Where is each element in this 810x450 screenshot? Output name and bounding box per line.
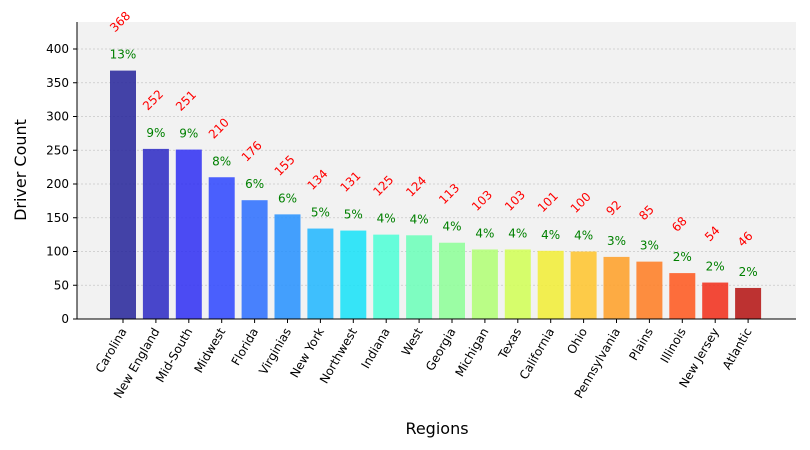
percent-label: 8% [212, 154, 231, 168]
bar [340, 230, 367, 319]
y-tick-label: 400 [46, 42, 69, 56]
x-tick-label: Florida [229, 326, 262, 368]
bar [504, 249, 531, 319]
percent-label: 5% [344, 208, 363, 222]
x-tick-label: Plains [626, 326, 656, 363]
y-tick-label: 200 [46, 177, 69, 191]
percent-label: 6% [278, 191, 297, 205]
x-tick-label: Georgia [423, 326, 459, 374]
bar [406, 235, 433, 319]
x-tick-label: West [399, 325, 426, 358]
y-tick-label: 250 [46, 143, 69, 157]
x-axis-title: Regions [405, 419, 468, 438]
percent-label: 4% [377, 212, 396, 226]
bars [110, 70, 762, 319]
percent-label: 4% [442, 220, 461, 234]
bar [439, 242, 465, 319]
bar [471, 249, 498, 319]
percent-label: 2% [673, 250, 692, 264]
percent-label: 4% [574, 229, 593, 243]
percent-label: 2% [739, 265, 758, 279]
percent-label: 9% [146, 126, 165, 140]
bar [175, 149, 202, 319]
x-tick-label: Indiana [358, 326, 392, 371]
percent-label: 4% [410, 212, 429, 226]
bar [208, 177, 235, 319]
percent-label: 3% [607, 234, 626, 248]
bar [307, 228, 334, 319]
percent-label: 3% [640, 239, 659, 253]
y-tick-label: 350 [46, 76, 69, 90]
percent-label: 5% [311, 206, 330, 220]
bar [373, 234, 400, 319]
percent-label: 6% [245, 177, 264, 191]
y-axis-title: Driver Count [11, 119, 30, 221]
x-tick-label: Texas [495, 326, 524, 363]
x-tick-label: Ohio [564, 326, 590, 357]
bar [636, 261, 663, 319]
y-tick-label: 0 [61, 312, 69, 326]
percent-label: 13% [110, 48, 137, 62]
x-tick-label: Illinois [658, 326, 689, 366]
bar [570, 251, 597, 319]
bar [603, 256, 630, 319]
y-tick-label: 150 [46, 211, 69, 225]
y-tick-label: 300 [46, 110, 69, 124]
percent-label: 4% [475, 226, 494, 240]
y-tick-label: 50 [54, 278, 69, 292]
percent-label: 2% [706, 260, 725, 274]
bar [735, 287, 762, 319]
x-tick-label: Midwest [191, 325, 228, 375]
bar [274, 214, 301, 319]
percent-label: 4% [541, 228, 560, 242]
percent-label: 9% [179, 127, 198, 141]
bar [537, 250, 564, 319]
bar [241, 200, 268, 319]
percent-label: 4% [508, 226, 527, 240]
x-tick-label: Michigan [452, 326, 491, 380]
x-tick-label: Carolina [93, 326, 130, 376]
bar [702, 282, 729, 319]
bar [142, 148, 169, 319]
x-tick-label: Atlantic [720, 326, 755, 373]
y-axis: 0 50 100 150 200 250 300 350 400 [46, 42, 77, 326]
y-tick-label: 100 [46, 245, 69, 259]
bar [669, 273, 696, 319]
bar [110, 70, 136, 319]
